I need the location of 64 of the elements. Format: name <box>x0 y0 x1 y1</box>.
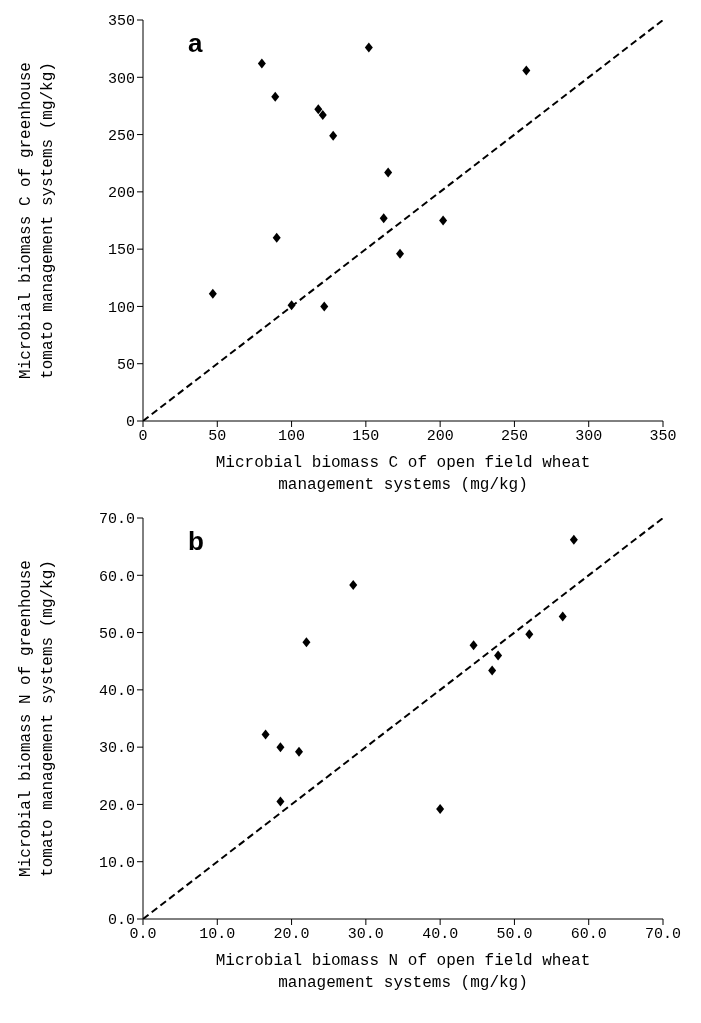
y-tick-label: 300 <box>107 70 135 88</box>
point <box>364 42 373 53</box>
point <box>257 58 266 69</box>
x-tick-label: 60.0 <box>570 925 607 943</box>
y-tick-label: 250 <box>107 127 135 145</box>
x-tick-label: 20.0 <box>273 925 310 943</box>
point <box>525 629 534 640</box>
y-tick-label: 50.0 <box>98 625 135 643</box>
point <box>329 130 338 141</box>
x-tick-label: 10.0 <box>199 925 236 943</box>
x-tick-label: 250 <box>500 427 528 445</box>
point <box>494 650 503 661</box>
point <box>569 534 578 545</box>
y-tick-label: 150 <box>107 242 135 260</box>
y-tick-label: 100 <box>107 299 135 317</box>
point <box>302 637 311 648</box>
point <box>522 65 531 76</box>
annotation: b <box>188 526 204 557</box>
point <box>384 167 393 178</box>
x-tick-label: 150 <box>352 427 380 445</box>
y-axis-title: Microbial biomass C of greenhouse tomato management systems (mg/kg) <box>17 62 57 379</box>
y-tick-label: 10.0 <box>98 855 135 873</box>
y-tick-label: 0 <box>125 414 135 432</box>
x-tick-label: 100 <box>278 427 306 445</box>
x-axis-title: Microbial biomass C of open field wheat management systems (mg/kg) <box>215 454 591 494</box>
point <box>469 640 478 651</box>
annotation: a <box>188 28 203 59</box>
x-tick-label: 300 <box>575 427 603 445</box>
x-tick-label: 50.0 <box>496 925 533 943</box>
point <box>558 611 567 622</box>
point <box>320 301 329 312</box>
point <box>276 796 285 807</box>
point <box>295 746 303 757</box>
y-axis-title: Microbial biomass N of greenhouse tomato management systems (mg/kg) <box>17 560 57 877</box>
point <box>314 104 323 115</box>
x-axis-title: Microbial biomass N of open field wheat management systems (mg/kg) <box>215 952 591 992</box>
point <box>488 665 497 676</box>
y-tick-label: 30.0 <box>98 740 135 758</box>
x-tick-label: 0.0 <box>129 925 157 943</box>
point <box>276 742 285 753</box>
y-tick-label: 200 <box>107 185 135 203</box>
point <box>208 288 217 299</box>
x-tick-label: 0 <box>138 427 148 445</box>
y-tick-label: 20.0 <box>98 797 135 815</box>
x-tick-label: 30.0 <box>347 925 384 943</box>
point <box>272 232 281 243</box>
x-tick-label: 50 <box>208 427 227 445</box>
x-tick-label: 350 <box>649 427 677 445</box>
y-tick-label: 350 <box>107 13 135 31</box>
point <box>318 110 327 121</box>
x-tick-label: 200 <box>426 427 454 445</box>
point <box>436 804 445 815</box>
x-tick-label: 40.0 <box>422 925 459 943</box>
y-tick-label: 50 <box>116 357 135 375</box>
x-tick-label: 70.0 <box>644 925 682 943</box>
point <box>396 248 405 259</box>
point <box>261 729 270 740</box>
y-tick-label: 40.0 <box>98 683 135 701</box>
point <box>271 91 280 102</box>
point <box>439 215 448 226</box>
y-tick-label: 60.0 <box>98 568 135 586</box>
y-tick-label: 70.0 <box>98 511 135 529</box>
point <box>379 213 388 224</box>
point <box>349 580 358 591</box>
